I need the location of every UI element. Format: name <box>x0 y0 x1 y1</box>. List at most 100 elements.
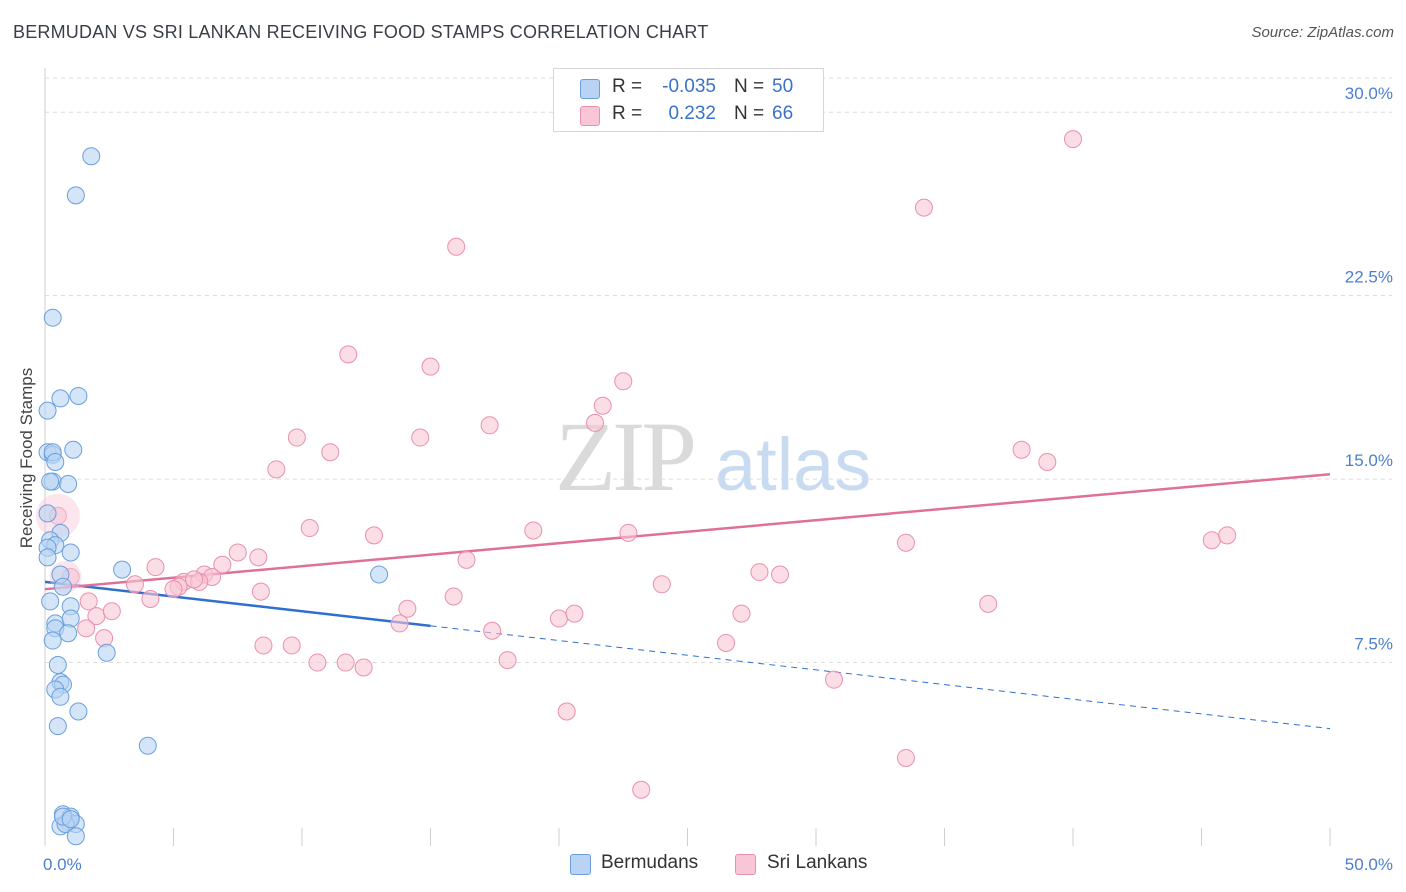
bermudan-point <box>51 687 70 706</box>
axis-layer: 7.5% 15.0% 22.5% 30.0% 0.0% 50.0% <box>43 68 1393 874</box>
sri-lankan-point <box>146 558 165 577</box>
x-tick-label: 0.0% <box>43 855 82 874</box>
sri-lankan-point <box>308 653 327 672</box>
x-tick-label: 50.0% <box>1345 855 1393 874</box>
sri-lankan-point <box>444 587 463 606</box>
correlation-legend: R = -0.035 N = 50 R = 0.232 N = 66 <box>553 68 824 132</box>
bermudans-swatch <box>580 79 600 99</box>
legend-r-value: 0.232 <box>668 103 716 124</box>
sri-lankan-point <box>1218 526 1237 545</box>
sri-lankan-point <box>896 533 915 552</box>
sri-lankan-point <box>300 519 319 538</box>
sri-lankan-point <box>398 599 417 618</box>
sri-lankan-point <box>79 592 98 611</box>
bermudan-point <box>48 717 67 736</box>
bermudan-point <box>64 440 83 459</box>
sri-lankan-point <box>914 198 933 217</box>
sri-lankan-point <box>480 416 499 435</box>
series-legend: Bermudans Sri Lankans <box>0 852 1406 878</box>
bermudan-point <box>61 543 80 562</box>
legend-n-label: N = <box>734 103 765 124</box>
legend-r-value: -0.035 <box>662 76 716 97</box>
legend-n-value: 66 <box>772 103 794 124</box>
sri-lankan-point <box>1038 453 1057 471</box>
legend-row-sri-lankans: R = 0.232 N = 66 <box>554 100 823 128</box>
bermudan-point <box>370 565 389 584</box>
sri-lankan-point <box>717 633 736 652</box>
bermudans-legend-label: Bermudans <box>601 852 699 873</box>
bermudan-point <box>59 475 78 494</box>
sri-lankan-point <box>164 580 183 599</box>
source-label: Source: ZipAtlas.com <box>1251 24 1394 41</box>
sri-lankans-trend-line <box>44 472 1331 591</box>
bermudan-point <box>41 592 60 611</box>
sri-lankan-point <box>457 550 476 569</box>
sri-lankan-point <box>614 372 633 391</box>
bermudan-point <box>41 472 60 491</box>
sri-lankan-point <box>593 396 612 415</box>
trend-layer <box>44 472 1331 730</box>
y-tick-label: 22.5% <box>1345 268 1393 287</box>
chart-title: BERMUDAN VS SRI LANKAN RECEIVING FOOD ST… <box>13 22 709 42</box>
sri-lankan-point <box>354 658 373 677</box>
bermudan-point <box>53 577 72 596</box>
sri-lankan-point <box>267 460 286 479</box>
bermudans-legend-swatch <box>570 854 591 875</box>
bermudan-point <box>38 548 57 567</box>
sri-lankan-point <box>632 780 651 799</box>
bermudan-point <box>69 386 88 405</box>
sri-lankan-point <box>249 548 268 567</box>
bermudan-point <box>51 389 70 408</box>
sri-lankan-point <box>213 555 232 574</box>
sri-lankan-point <box>1012 440 1031 459</box>
sri-lankan-point <box>498 651 517 670</box>
sri-lankan-point <box>95 629 114 648</box>
bermudan-point <box>69 702 88 721</box>
sri-lankan-point <box>550 609 568 628</box>
sri-lankan-point <box>585 413 604 432</box>
bermudan-point <box>38 504 57 523</box>
bermudan-point <box>61 609 80 628</box>
watermark-zip: ZIP <box>555 401 693 512</box>
bermudan-point <box>82 147 101 166</box>
bermudan-point <box>48 656 67 675</box>
bermudan-point <box>97 643 116 662</box>
sri-lankan-point <box>364 526 383 545</box>
sri-lankan-point <box>896 748 915 767</box>
sri-lankan-point <box>1202 531 1221 550</box>
sri-lankan-point <box>557 702 576 721</box>
sri-lankan-point <box>421 357 440 376</box>
bermudan-point <box>113 560 132 579</box>
points-bermudans <box>38 147 389 846</box>
sri-lankan-point <box>339 345 358 364</box>
sri-lankan-point <box>228 543 247 562</box>
sri-lankan-point <box>524 521 543 540</box>
bermudan-point <box>43 631 62 650</box>
sri-lankan-point <box>565 604 584 623</box>
bermudans-trend-line <box>44 580 431 628</box>
sri-lankan-point <box>979 594 998 613</box>
sri-lankans-legend-swatch <box>735 854 756 875</box>
legend-r-label: R = <box>612 103 643 124</box>
watermark: ZIP atlas <box>555 401 871 512</box>
bermudan-point <box>43 308 62 327</box>
sri-lankan-point <box>411 428 430 447</box>
bermudan-point <box>38 401 57 420</box>
y-tick-label: 15.0% <box>1345 451 1393 470</box>
sri-lankan-point <box>254 636 273 655</box>
sri-lankan-point <box>185 570 204 589</box>
sri-lankans-legend-label: Sri Lankans <box>767 852 868 873</box>
sri-lankan-point <box>771 565 790 584</box>
sri-lankan-point <box>282 636 301 655</box>
sri-lankan-point <box>321 443 340 462</box>
y-tick-label: 30.0% <box>1345 84 1393 103</box>
sri-lankan-point <box>652 575 671 594</box>
watermark-atlas: atlas <box>715 423 871 506</box>
sri-lankan-point <box>251 582 270 601</box>
bermudan-point <box>66 827 85 846</box>
sri-lankans-swatch <box>580 106 600 126</box>
legend-row-bermudans: R = -0.035 N = 50 <box>554 73 823 101</box>
points-sri-lankans <box>35 130 1237 799</box>
bermudan-point <box>59 624 78 643</box>
